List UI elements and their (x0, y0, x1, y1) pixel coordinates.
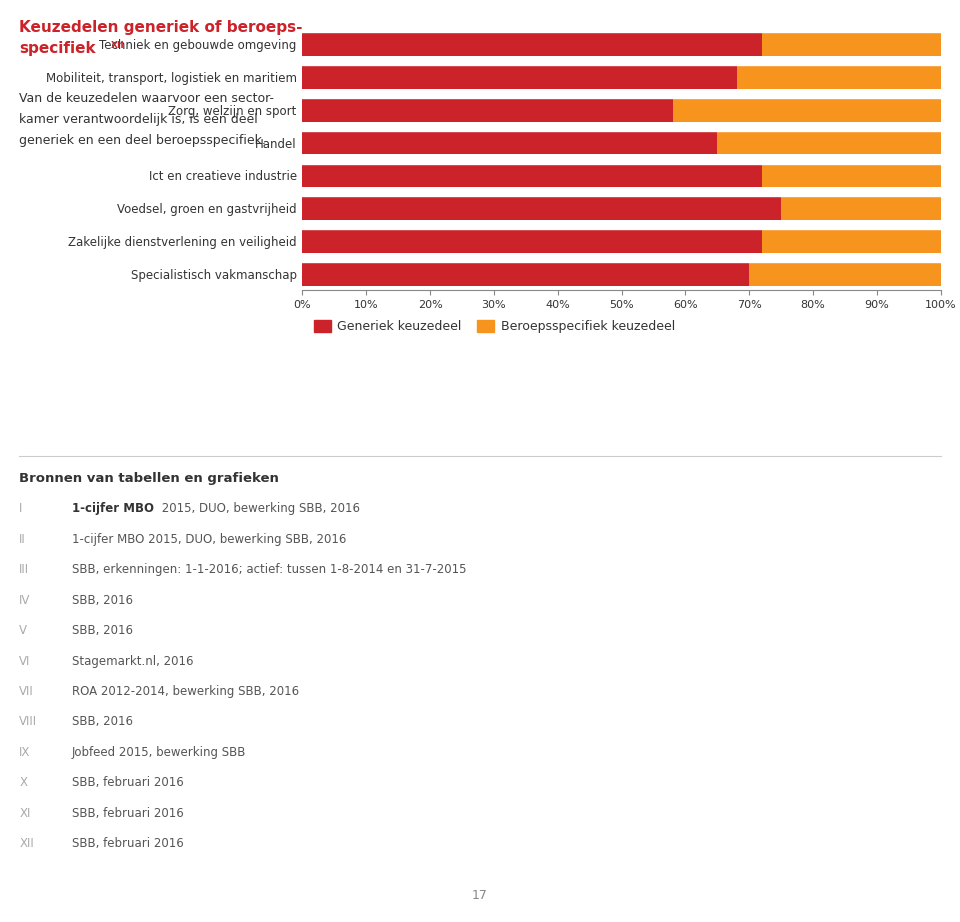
Text: Keuzedelen generiek of beroeps-: Keuzedelen generiek of beroeps- (19, 20, 302, 35)
Bar (717, 131, 941, 155)
Text: 1-cijfer MBO: 1-cijfer MBO (72, 502, 154, 515)
Text: SBB, erkenningen: 1-1-2016; actief: tussen 1-8-2014 en 31-7-2015: SBB, erkenningen: 1-1-2016; actief: tuss… (72, 563, 467, 576)
Text: XI: XI (19, 807, 31, 820)
Bar (302, 32, 762, 56)
Text: SBB, 2016: SBB, 2016 (72, 715, 133, 728)
Text: X: X (19, 776, 27, 789)
Bar (302, 98, 673, 122)
Text: Jobfeed 2015, bewerking SBB: Jobfeed 2015, bewerking SBB (72, 746, 247, 759)
Bar (749, 262, 941, 286)
Text: VI: VI (19, 655, 31, 668)
Text: XII: XII (19, 837, 34, 850)
Text: Bronnen van tabellen en grafieken: Bronnen van tabellen en grafieken (19, 472, 279, 485)
Text: SBB, 2016: SBB, 2016 (72, 594, 133, 607)
Text: VIII: VIII (19, 715, 37, 728)
Text: Stagemarkt.nl, 2016: Stagemarkt.nl, 2016 (72, 655, 194, 668)
Bar (302, 196, 781, 220)
Text: 1-cijfer MBO 2015, DUO, bewerking SBB, 2016: 1-cijfer MBO 2015, DUO, bewerking SBB, 2… (72, 533, 347, 546)
Bar (781, 196, 941, 220)
Bar (302, 163, 762, 187)
Text: III: III (19, 563, 30, 576)
Text: IX: IX (19, 746, 31, 759)
Text: SBB, februari 2016: SBB, februari 2016 (72, 776, 183, 789)
Text: 2015, DUO, bewerking SBB, 2016: 2015, DUO, bewerking SBB, 2016 (158, 502, 360, 515)
Text: V: V (19, 624, 27, 637)
Text: I: I (19, 502, 23, 515)
Text: Van de keuzedelen waarvoor een sector-
kamer verantwoordelijk is, is een deel
ge: Van de keuzedelen waarvoor een sector- k… (19, 92, 275, 148)
Bar (762, 32, 941, 56)
Bar (762, 230, 941, 253)
Text: 17: 17 (472, 889, 488, 902)
Text: VII: VII (19, 685, 34, 698)
Text: IV: IV (19, 594, 31, 607)
Text: specifiek: specifiek (19, 41, 96, 56)
Legend: Generiek keuzedeel, Beroepsspecifiek keuzedeel: Generiek keuzedeel, Beroepsspecifiek keu… (309, 315, 680, 338)
Bar (762, 163, 941, 187)
Bar (302, 230, 762, 253)
Bar (673, 98, 941, 122)
Text: SBB, 2016: SBB, 2016 (72, 624, 133, 637)
Bar (302, 65, 736, 89)
Text: SBB, februari 2016: SBB, februari 2016 (72, 837, 183, 850)
Text: ROA 2012-2014, bewerking SBB, 2016: ROA 2012-2014, bewerking SBB, 2016 (72, 685, 300, 698)
Bar (736, 65, 941, 89)
Text: XII: XII (110, 41, 124, 50)
Bar (302, 262, 749, 286)
Bar (302, 131, 717, 155)
Text: SBB, februari 2016: SBB, februari 2016 (72, 807, 183, 820)
Text: II: II (19, 533, 26, 546)
